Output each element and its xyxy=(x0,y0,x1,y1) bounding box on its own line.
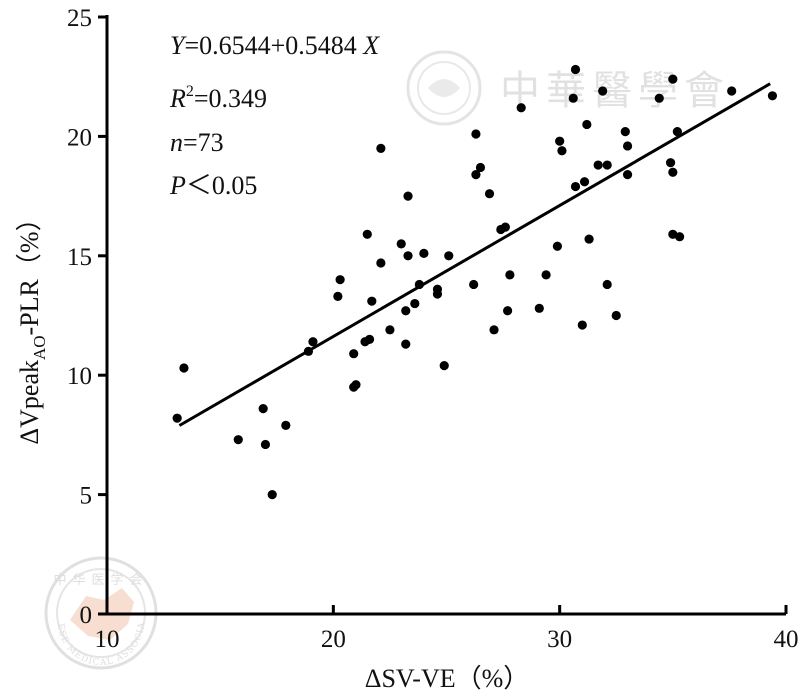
data-point xyxy=(403,251,413,261)
y-tick-label: 5 xyxy=(80,483,93,510)
y-tick-label: 10 xyxy=(67,363,92,390)
y-ticks: 0 5 10 15 20 25 xyxy=(67,5,107,629)
data-point xyxy=(505,270,515,280)
sample-size: n=73 xyxy=(170,128,224,157)
data-point xyxy=(654,93,664,103)
data-point xyxy=(364,334,375,344)
data-point xyxy=(385,325,395,335)
data-point xyxy=(602,279,612,290)
data-point xyxy=(471,129,481,139)
p-value: P＜0.05 xyxy=(169,171,257,200)
data-point xyxy=(622,141,633,151)
y-axis-title-rest: -PLR（%） xyxy=(15,205,44,335)
data-point xyxy=(281,420,291,430)
data-point xyxy=(557,146,567,156)
data-point xyxy=(570,181,581,192)
data-point xyxy=(376,143,386,153)
data-point xyxy=(727,86,737,96)
data-point xyxy=(469,279,479,290)
data-point xyxy=(622,170,633,180)
data-point xyxy=(179,363,189,373)
watermark-calligraphy: 中華醫學會 xyxy=(500,68,730,114)
data-point xyxy=(401,339,411,349)
data-point xyxy=(432,284,443,294)
data-point xyxy=(672,127,682,137)
data-point xyxy=(376,258,386,268)
data-point xyxy=(584,234,594,244)
data-points xyxy=(172,64,778,500)
data-point xyxy=(335,275,345,285)
y-tick-label: 0 xyxy=(80,602,93,629)
stats-annotations: Y=0.6544+0.5484 X R2=0.349 n=73 P＜0.05 xyxy=(169,31,380,200)
x-tick-label: 10 xyxy=(95,626,120,653)
seal-top-text: 中华医学会 xyxy=(53,572,148,588)
data-point xyxy=(516,103,526,113)
data-point xyxy=(233,435,243,445)
y-tick-label: 20 xyxy=(67,124,92,151)
y-axis-title-sub: AO xyxy=(30,335,49,360)
data-point xyxy=(260,439,271,450)
x-tick-label: 20 xyxy=(321,626,346,653)
data-point xyxy=(582,119,592,130)
watermark-emblem-icon xyxy=(406,50,482,126)
data-point xyxy=(602,160,612,170)
data-point xyxy=(333,291,343,301)
data-point xyxy=(620,127,630,137)
data-point xyxy=(503,306,513,316)
data-point xyxy=(172,413,182,423)
data-point xyxy=(611,310,621,321)
data-point xyxy=(303,346,314,356)
data-point xyxy=(419,248,429,259)
data-point xyxy=(439,361,449,371)
data-point xyxy=(541,270,551,280)
data-point xyxy=(403,191,413,201)
data-point xyxy=(668,167,678,177)
regression-equation: Y=0.6544+0.5484 X xyxy=(170,31,380,60)
y-tick-label: 25 xyxy=(67,5,92,32)
data-point xyxy=(444,251,454,261)
data-point xyxy=(593,160,603,170)
data-point xyxy=(767,91,778,101)
x-tick-label: 40 xyxy=(774,626,799,653)
data-point xyxy=(484,189,495,199)
data-point xyxy=(555,136,565,146)
data-point xyxy=(396,239,406,249)
x-ticks: 10 20 30 40 xyxy=(95,605,799,653)
data-point xyxy=(568,93,578,103)
data-point xyxy=(534,303,544,313)
data-point xyxy=(570,64,581,75)
data-point xyxy=(401,306,411,316)
data-point xyxy=(349,349,359,359)
data-point xyxy=(598,86,608,96)
data-point xyxy=(367,296,377,306)
data-point xyxy=(668,74,678,84)
watermark-top-right: 中華醫學會 xyxy=(406,50,730,126)
data-point xyxy=(475,162,486,173)
r-squared: R2=0.349 xyxy=(169,83,267,113)
data-point xyxy=(579,177,590,187)
axes: 0 5 10 15 20 25 10 20 30 40 xyxy=(67,5,799,653)
x-axis-title: ΔSV-VE（%） xyxy=(365,664,530,693)
y-axis-title-main: ΔVpeak xyxy=(15,360,44,445)
data-point xyxy=(665,158,676,168)
data-point xyxy=(410,298,420,309)
data-point xyxy=(362,229,372,239)
data-point xyxy=(552,241,563,251)
regression-line xyxy=(178,82,771,427)
data-point xyxy=(351,380,361,390)
data-point xyxy=(267,490,277,500)
y-tick-label: 15 xyxy=(67,244,92,271)
x-tick-label: 30 xyxy=(547,626,572,653)
data-point xyxy=(489,325,499,335)
data-point xyxy=(500,222,510,232)
data-point xyxy=(258,404,268,414)
data-point xyxy=(675,232,685,242)
y-axis-title: ΔVpeakAO-PLR（%） xyxy=(15,205,49,444)
data-point xyxy=(414,279,424,290)
data-point xyxy=(471,170,481,180)
data-point xyxy=(308,337,318,347)
data-point xyxy=(577,320,587,330)
